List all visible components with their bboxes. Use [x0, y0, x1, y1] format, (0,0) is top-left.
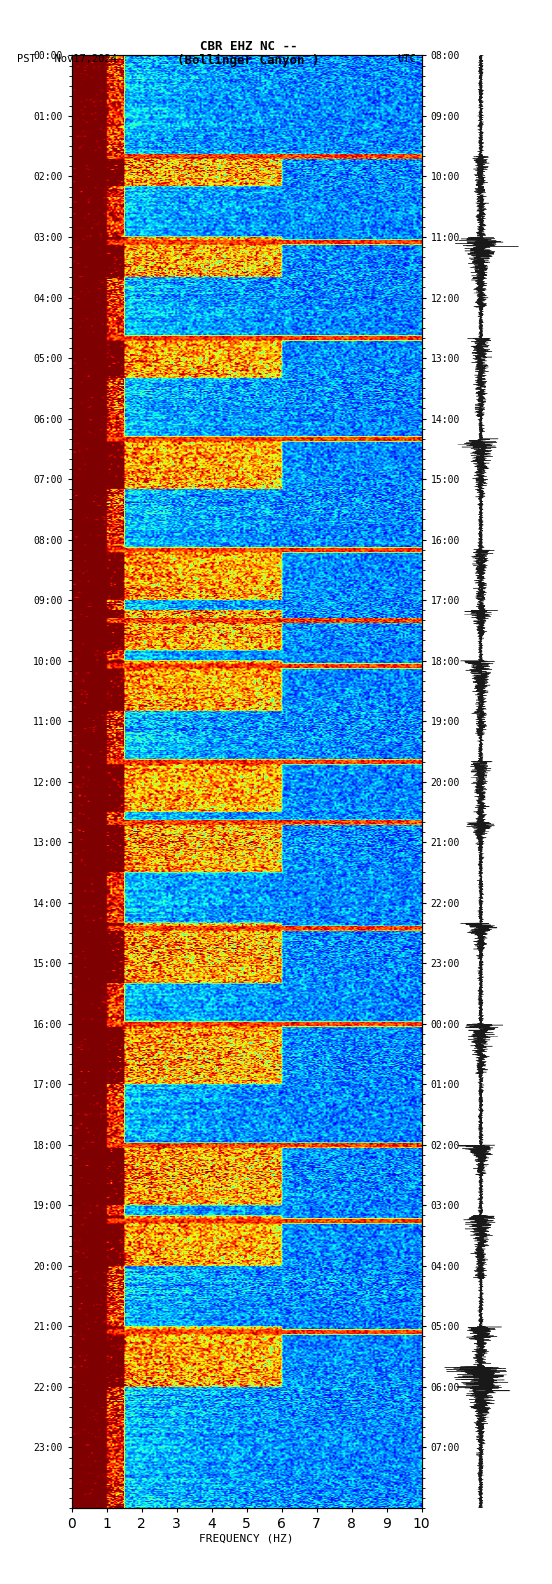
Text: CBR EHZ NC --: CBR EHZ NC -- [200, 40, 297, 52]
Text: UTC: UTC [397, 54, 416, 63]
Text: (Bollinger Canyon ): (Bollinger Canyon ) [177, 54, 320, 67]
X-axis label: FREQUENCY (HZ): FREQUENCY (HZ) [199, 1533, 294, 1544]
Text: PST   Nov17,2024: PST Nov17,2024 [17, 54, 116, 63]
